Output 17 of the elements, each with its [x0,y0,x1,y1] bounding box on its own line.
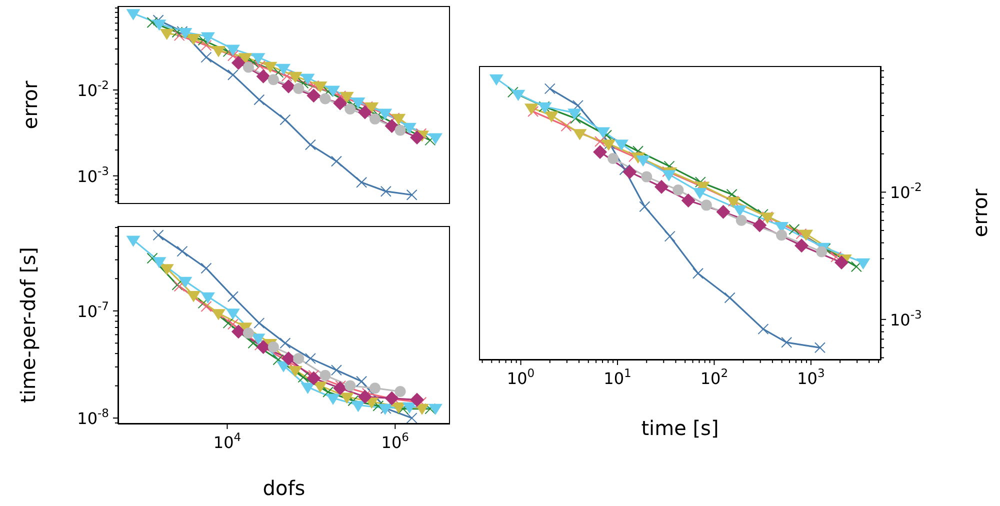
y-tick-label: 10$^{-3}$ [890,307,922,330]
x-tick-label: 10$^{3}$ [797,366,825,388]
x-axis-title: dofs [262,476,306,500]
x-tick-label: 10$^{4}$ [213,430,242,452]
y-tick-label: 10$^{-2}$ [890,180,922,202]
y-tick-label: 10$^{-8}$ [77,406,109,428]
y-tick-label: 10$^{-3}$ [77,164,109,186]
y-axis-title: error [968,188,992,238]
x-tick-label: 10$^{1}$ [604,366,632,388]
x-tick-label: 10$^{0}$ [506,366,535,388]
x-tick-label: 10$^{2}$ [700,366,728,388]
x-axis-title: time [s] [641,416,719,440]
y-tick-label: 10$^{-2}$ [77,78,109,100]
y-axis-title: error [18,80,42,130]
x-tick-label: 10$^{6}$ [381,430,409,452]
y-tick-label: 10$^{-7}$ [77,298,109,321]
y-axis-title: time-per-dof [s] [16,247,40,403]
